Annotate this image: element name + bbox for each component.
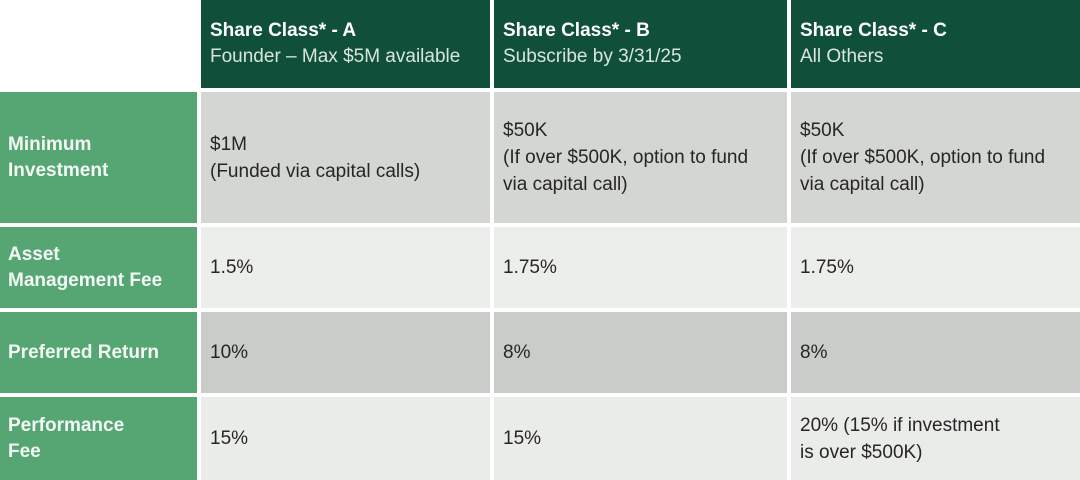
column-header-title: Share Class* - A [210,20,357,41]
cell-performance-fee-class-a: 15% [201,397,490,480]
row-label-preferred-return: Preferred Return [0,312,197,393]
column-header-subtitle: Founder – Max $5M available [210,46,461,67]
row-label-asset-management-fee: Asset Management Fee [0,227,197,308]
column-header-share-class-b: Share Class* - B Subscribe by 3/31/25 [494,0,787,88]
row-label-performance-fee: Performance Fee [0,397,197,480]
cell-asset-management-fee-class-b: 1.75% [494,227,787,308]
cell-asset-management-fee-class-a: 1.5% [201,227,490,308]
column-header-share-class-a: Share Class* - A Founder – Max $5M avail… [201,0,490,88]
cell-preferred-return-class-a: 10% [201,312,490,393]
cell-minimum-investment-class-c: $50K (If over $500K, option to fund via … [791,92,1080,223]
column-header-share-class-c: Share Class* - C All Others [791,0,1080,88]
corner-spacer [0,0,197,88]
row-label-minimum-investment: Minimum Investment [0,92,197,223]
column-header-title: Share Class* - C [800,20,947,41]
cell-preferred-return-class-c: 8% [791,312,1080,393]
cell-performance-fee-class-c: 20% (15% if investment is over $500K) [791,397,1080,480]
cell-minimum-investment-class-a: $1M (Funded via capital calls) [201,92,490,223]
cell-preferred-return-class-b: 8% [494,312,787,393]
cell-performance-fee-class-b: 15% [494,397,787,480]
column-header-title: Share Class* - B [503,20,650,41]
cell-asset-management-fee-class-c: 1.75% [791,227,1080,308]
cell-minimum-investment-class-b: $50K (If over $500K, option to fund via … [494,92,787,223]
column-header-subtitle: Subscribe by 3/31/25 [503,46,682,67]
column-header-subtitle: All Others [800,46,884,67]
